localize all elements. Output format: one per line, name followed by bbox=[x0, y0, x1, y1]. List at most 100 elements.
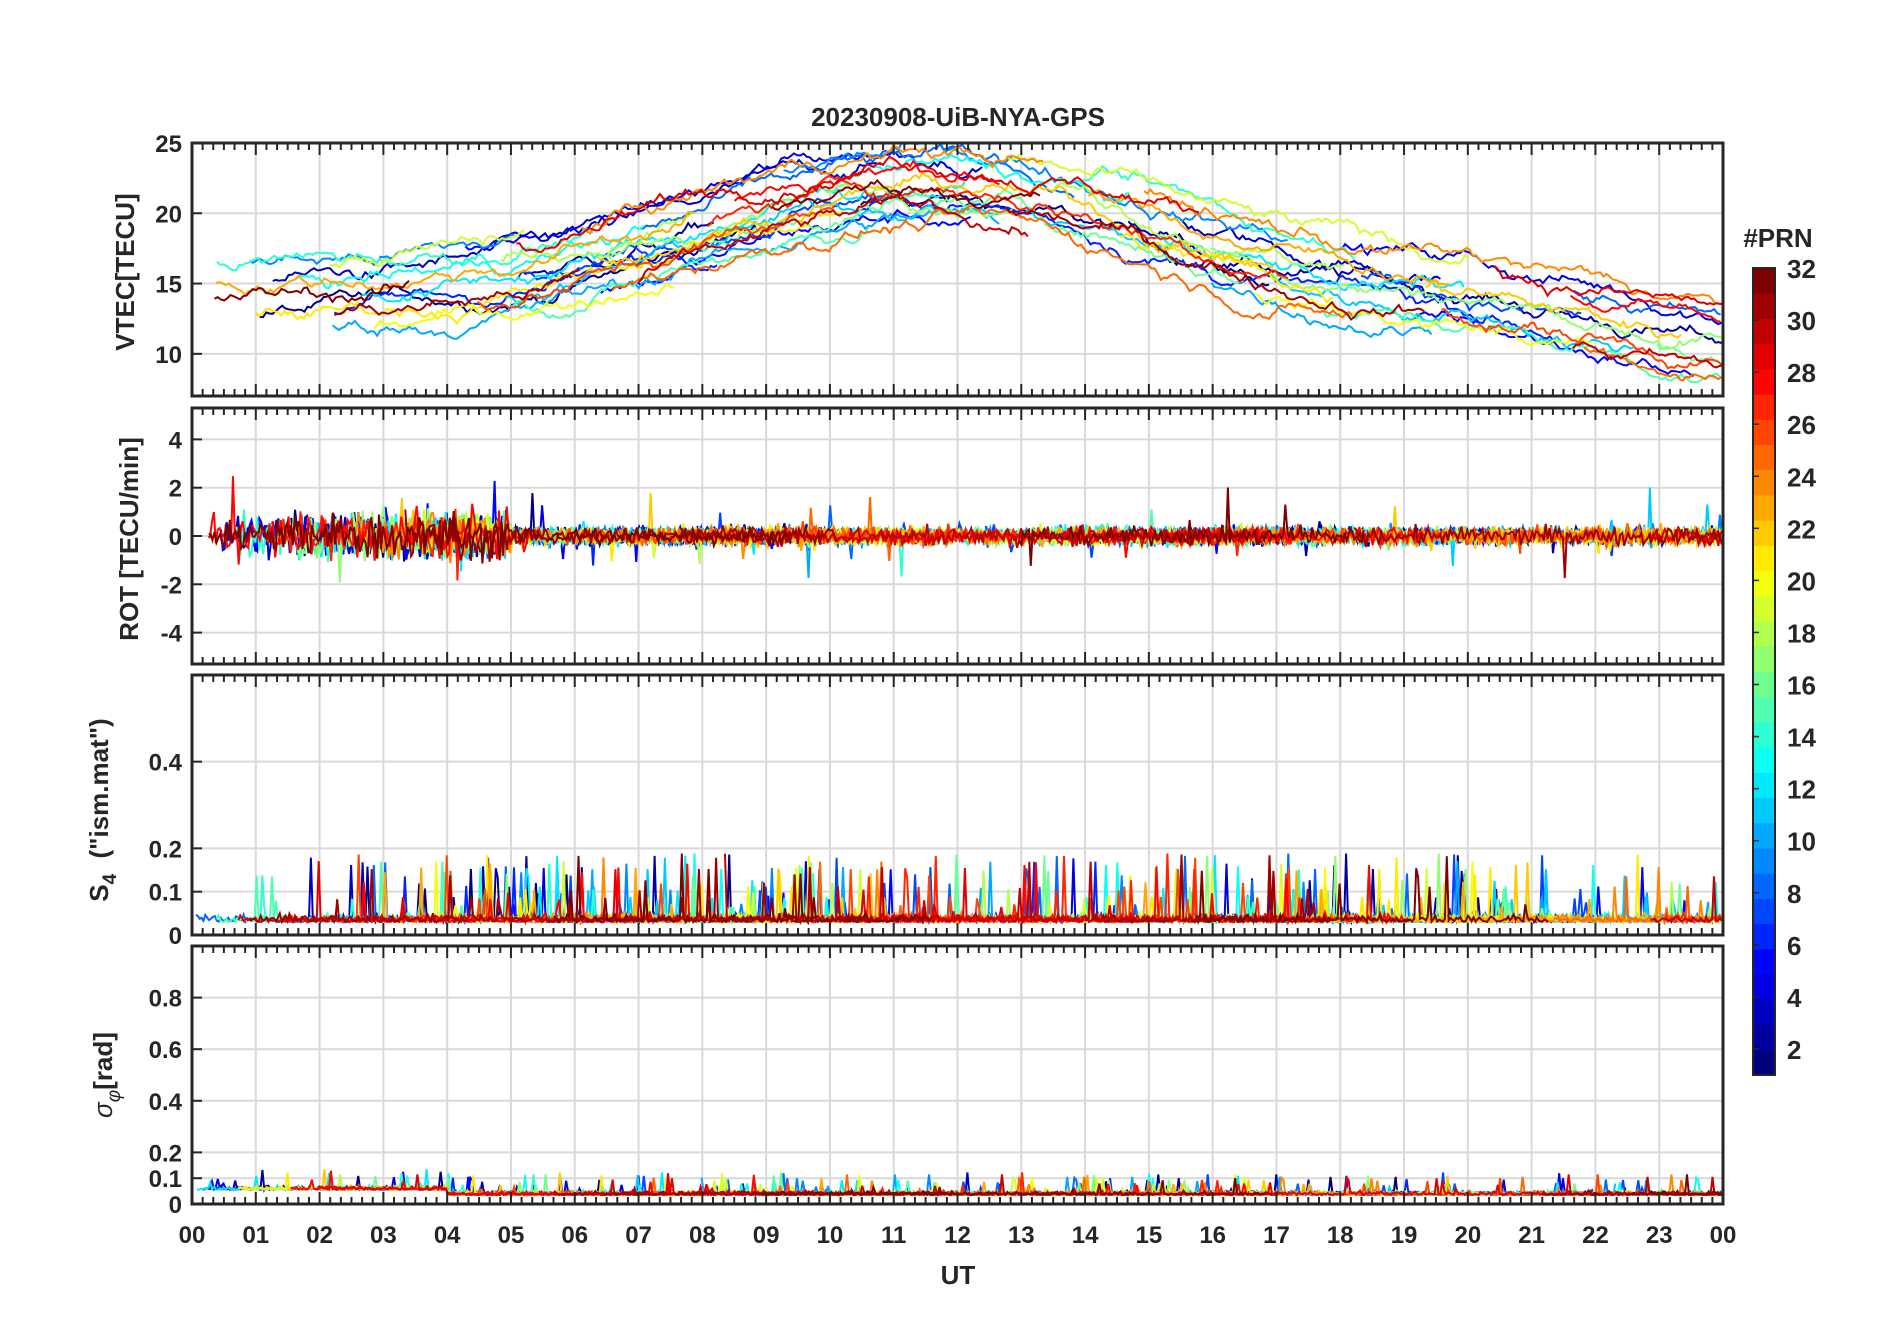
trace-prn-30 bbox=[637, 193, 1029, 283]
colorbar-swatch bbox=[1753, 318, 1775, 345]
s4-panel: 0 0.1 0.2 0.4 bbox=[149, 673, 1725, 950]
colorbar-tick-label: 22 bbox=[1787, 514, 1816, 544]
colorbar-tick-label: 8 bbox=[1787, 879, 1801, 909]
rot-ytick-label: -4 bbox=[161, 621, 183, 648]
trace-prn-32 bbox=[1627, 1174, 1722, 1197]
trace-prn-14 bbox=[1082, 164, 1356, 261]
trace-prn-19 bbox=[1005, 153, 1469, 265]
colorbar-swatch bbox=[1753, 948, 1775, 975]
trace-prn-29 bbox=[516, 155, 1200, 253]
trace-prn-28 bbox=[1569, 294, 1721, 323]
colorbar-tick-label: 12 bbox=[1787, 775, 1816, 805]
x-tick-label: 01 bbox=[242, 1222, 269, 1249]
colorbar-tick-label: 20 bbox=[1787, 566, 1816, 596]
trace-prn-15 bbox=[510, 226, 870, 319]
colorbar-tick-label: 28 bbox=[1787, 358, 1816, 388]
vtec-panel: 10 15 20 25 bbox=[155, 131, 1725, 398]
colorbar-swatch bbox=[1753, 696, 1775, 723]
colorbar-swatch bbox=[1753, 747, 1775, 773]
trace-prn-32 bbox=[552, 853, 935, 925]
vtec-ytick-label: 10 bbox=[155, 342, 182, 369]
trace-prn-31 bbox=[1090, 854, 1334, 925]
x-tick-label: 18 bbox=[1327, 1222, 1354, 1249]
colorbar-tick-label: 16 bbox=[1787, 671, 1816, 701]
sigma-phi-label-rest: [rad] bbox=[88, 1032, 118, 1090]
x-tick-label: 22 bbox=[1582, 1222, 1609, 1249]
x-tick-label: 11 bbox=[881, 1222, 906, 1249]
trace-prn-25 bbox=[1556, 876, 1723, 926]
colorbar-swatch bbox=[1753, 671, 1775, 698]
trace-prn-16 bbox=[700, 187, 1244, 285]
trace-prn-29 bbox=[1493, 265, 1723, 306]
x-tick-label: 00 bbox=[1710, 1222, 1737, 1249]
colorbar-swatch bbox=[1753, 494, 1775, 521]
trace-prn-32 bbox=[214, 280, 410, 304]
vtec-ytick-label: 25 bbox=[155, 131, 182, 158]
colorbar-tick-label: 10 bbox=[1787, 827, 1816, 857]
trace-prn-32 bbox=[1018, 487, 1365, 566]
trace-prn-27 bbox=[706, 175, 1289, 280]
s4-label-sub: 4 bbox=[100, 873, 121, 884]
x-tick-label: 15 bbox=[1136, 1222, 1163, 1249]
trace-prn-31 bbox=[334, 268, 581, 316]
s4-ytick-label: 0 bbox=[169, 923, 182, 950]
colorbar-swatch bbox=[1753, 1049, 1775, 1076]
trace-prn-20 bbox=[373, 282, 675, 330]
x-tick-label: 23 bbox=[1646, 1222, 1673, 1249]
x-tick-labels: 00 01 02 03 04 05 06 07 08 09 10 11 12 13 14 15 16 17 18 19… bbox=[179, 1222, 1737, 1249]
s4-traces bbox=[195, 853, 1723, 926]
x-tick-label: 14 bbox=[1072, 1222, 1099, 1249]
s4-ytick-label: 0.2 bbox=[149, 836, 182, 863]
colorbar-swatch bbox=[1753, 848, 1775, 874]
trace-prn-26 bbox=[562, 521, 956, 550]
colorbar-swatch bbox=[1753, 721, 1775, 748]
colorbar-tick-label: 4 bbox=[1787, 983, 1802, 1013]
s4-ytick-label: 0.4 bbox=[149, 750, 183, 777]
trace-prn-17 bbox=[1210, 247, 1722, 350]
x-tick-label: 05 bbox=[498, 1222, 525, 1249]
colorbar-swatch bbox=[1753, 268, 1775, 294]
trace-prn-30 bbox=[1572, 340, 1723, 369]
sigma-phi-panel: 00.10.2 0.4 0.6 0.8 bbox=[149, 944, 1725, 1219]
colorbar-frame bbox=[1752, 267, 1776, 1076]
s4-y-label: S4 ("ism.mat") bbox=[84, 718, 121, 901]
trace-prn-6 bbox=[333, 253, 718, 315]
colorbar-swatch bbox=[1753, 1024, 1775, 1051]
colorbar-swatch bbox=[1753, 822, 1775, 849]
colorbar-swatch bbox=[1753, 570, 1775, 597]
trace-prn-8 bbox=[1573, 289, 1721, 316]
rot-ytick-label: 4 bbox=[169, 427, 183, 454]
rot-panel: -4 -2 0 2 4 bbox=[161, 406, 1725, 666]
x-tick-label: 08 bbox=[689, 1222, 716, 1249]
trace-prn-31 bbox=[1005, 208, 1425, 321]
x-tick-label: 07 bbox=[625, 1222, 652, 1249]
colorbar-swatch bbox=[1753, 444, 1775, 471]
x-tick-label: 06 bbox=[561, 1222, 588, 1249]
rot-ytick-label: -2 bbox=[161, 572, 182, 599]
sigma-phi-y-label: σφ[rad] bbox=[88, 1032, 125, 1118]
trace-prn-32 bbox=[760, 1177, 1272, 1197]
colorbar-swatch bbox=[1753, 469, 1775, 496]
x-tick-label: 09 bbox=[753, 1222, 780, 1249]
rot-ytick-label: 0 bbox=[169, 524, 182, 551]
colorbar-tick-label: 18 bbox=[1787, 618, 1816, 648]
colorbar-tick-label: 14 bbox=[1787, 723, 1816, 753]
colorbar-swatch bbox=[1753, 772, 1775, 799]
s4-label-rest: ("ism.mat") bbox=[84, 718, 114, 858]
trace-prn-24 bbox=[1143, 187, 1722, 305]
colorbar-swatch bbox=[1753, 595, 1775, 622]
rot-y-label: ROT [TECU/min] bbox=[114, 437, 144, 641]
trace-prn-23 bbox=[215, 210, 695, 296]
colorbar-swatch bbox=[1753, 520, 1775, 546]
colorbar-swatch bbox=[1753, 898, 1775, 925]
trace-prn-14 bbox=[216, 228, 594, 272]
trace-prn-32 bbox=[771, 179, 1041, 211]
sigphi-ytick-label: 0.1 bbox=[149, 1166, 182, 1193]
colorbar-tick-label: 26 bbox=[1787, 410, 1816, 440]
trace-prn-26 bbox=[1441, 308, 1723, 370]
colorbar-swatch bbox=[1753, 646, 1775, 672]
trace-prn-20 bbox=[1256, 293, 1593, 348]
chart-title: 20230908-UiB-NYA-GPS bbox=[811, 102, 1105, 132]
trace-prn-31 bbox=[1353, 523, 1722, 579]
trace-prn-18 bbox=[500, 211, 696, 263]
